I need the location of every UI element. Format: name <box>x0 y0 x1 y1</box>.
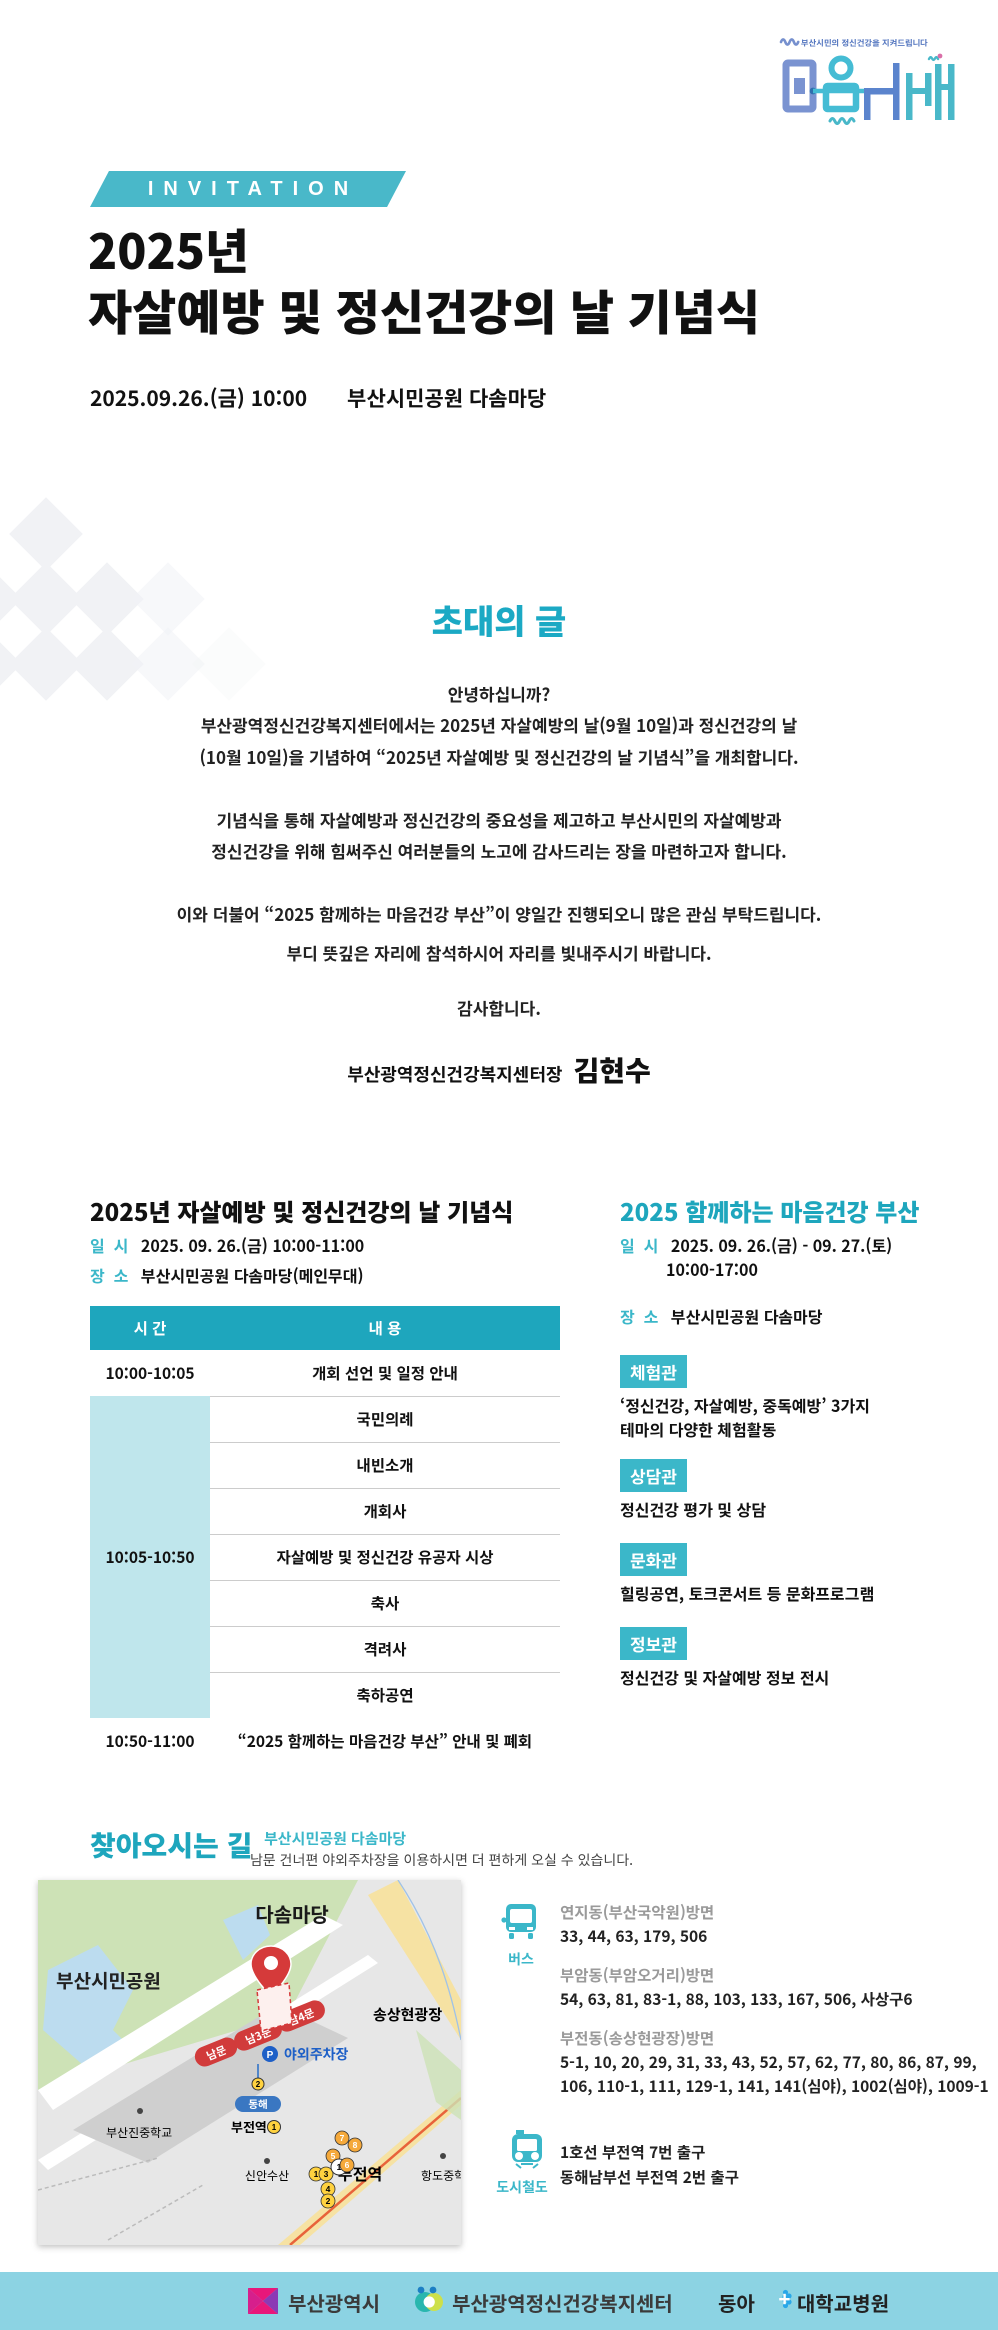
svg-text:4: 4 <box>326 2184 331 2194</box>
svg-text:6: 6 <box>345 2160 350 2170</box>
svg-text:1: 1 <box>314 2169 319 2179</box>
svg-text:부전역: 부전역 <box>231 2117 267 2136</box>
svg-text:2: 2 <box>326 2196 331 2206</box>
svg-text:부산시민공원: 부산시민공원 <box>56 1967 161 1994</box>
svg-text:2: 2 <box>256 2080 261 2089</box>
svg-text:8: 8 <box>353 2140 358 2150</box>
svg-text:동해: 동해 <box>248 2097 267 2112</box>
svg-text:부산진중학교: 부산진중학교 <box>106 2124 172 2141</box>
svg-text:3: 3 <box>324 2169 329 2179</box>
svg-text:P: P <box>267 2050 274 2061</box>
svg-text:5: 5 <box>331 2151 336 2161</box>
svg-text:송상현광장: 송상현광장 <box>373 2004 442 2025</box>
svg-text:다솜마당: 다솜마당 <box>255 1899 329 1928</box>
svg-text:항도중학: 항도중학 <box>421 2167 461 2184</box>
svg-text:1: 1 <box>272 2123 277 2132</box>
svg-text:부산시민의 정신건강을 지켜드립니다: 부산시민의 정신건강을 지켜드립니다 <box>801 37 928 49</box>
svg-text:신안수산: 신안수산 <box>245 2167 289 2184</box>
svg-text:야외주차장: 야외주차장 <box>284 2044 349 2064</box>
svg-text:7: 7 <box>340 2133 345 2143</box>
